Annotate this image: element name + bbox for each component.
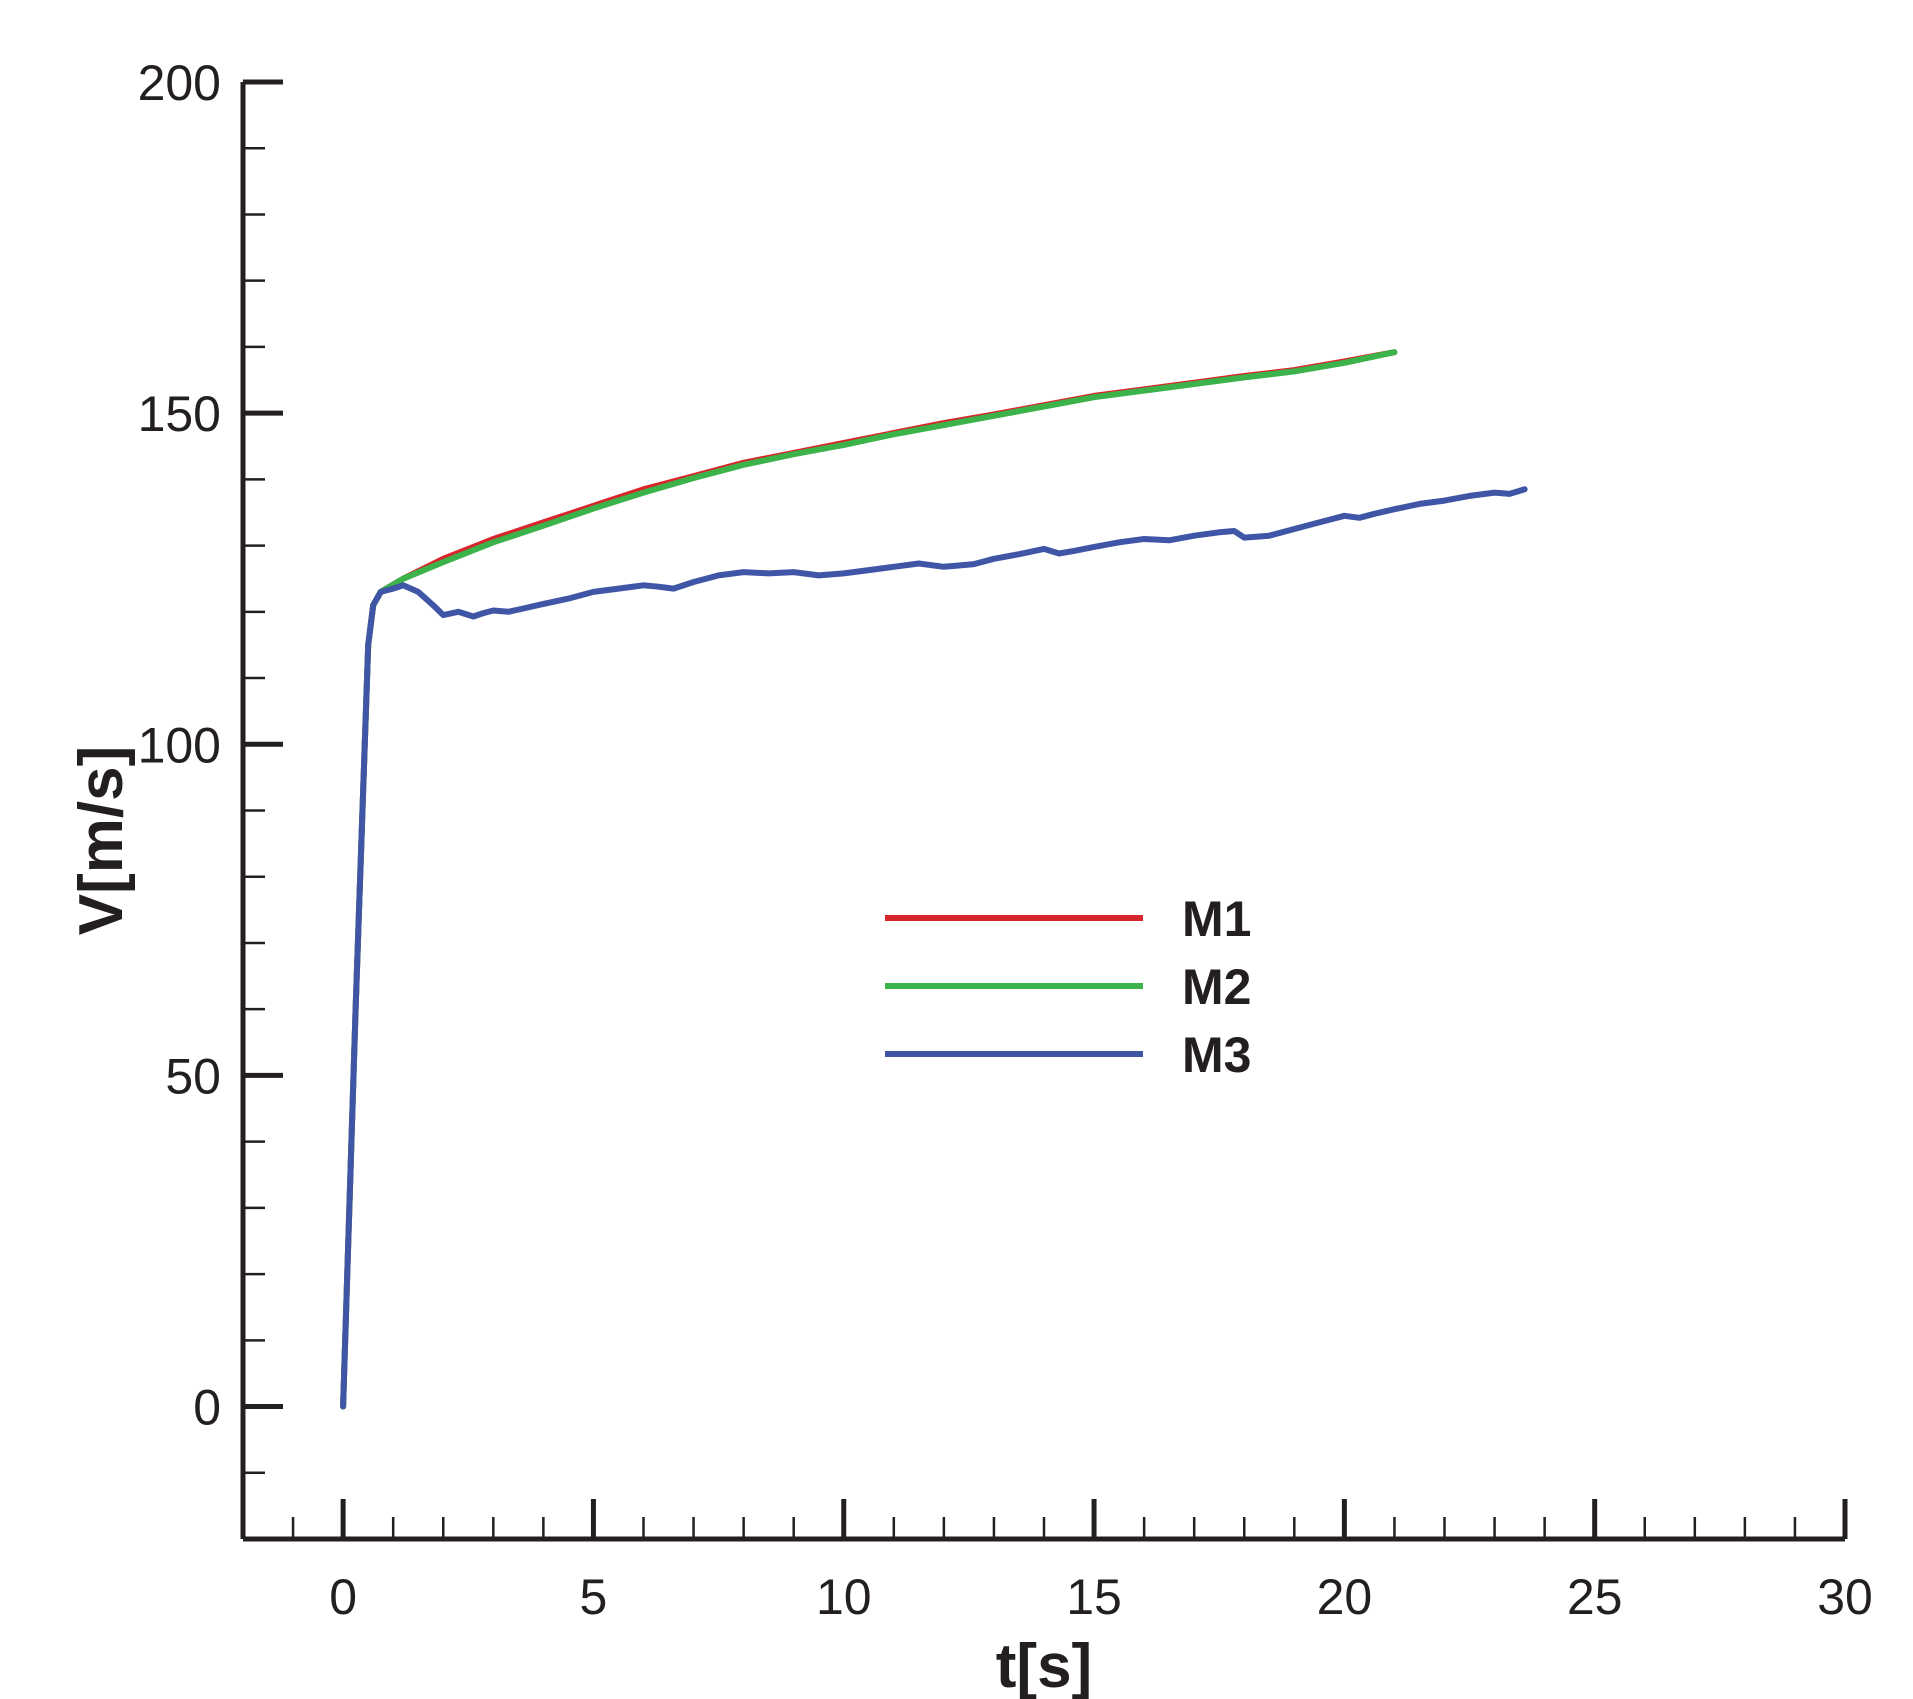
x-tick-label: 30 bbox=[1817, 1569, 1873, 1625]
y-tick-label: 200 bbox=[138, 55, 221, 111]
series-line-m1 bbox=[340, 349, 1398, 1410]
x-tick-label: 10 bbox=[816, 1569, 872, 1625]
series-line-m3 bbox=[340, 486, 1528, 1410]
x-tick-label: 0 bbox=[329, 1569, 357, 1625]
x-axis-title: t[s] bbox=[996, 1632, 1092, 1699]
y-tick-label: 100 bbox=[138, 717, 221, 773]
legend-label-m1: M1 bbox=[1182, 891, 1251, 947]
ticks: 0 5 10 15 20 25 30 0 50 100 150 200 bbox=[138, 55, 1873, 1625]
y-tick-label: 0 bbox=[193, 1380, 221, 1436]
series-layer bbox=[340, 349, 1528, 1410]
x-tick-label: 5 bbox=[580, 1569, 608, 1625]
series-line-m2 bbox=[340, 349, 1398, 1410]
x-tick-label: 25 bbox=[1567, 1569, 1623, 1625]
y-axis-title: V[m/s] bbox=[67, 746, 136, 935]
x-tick-label: 15 bbox=[1066, 1569, 1122, 1625]
x-tick-label: 20 bbox=[1317, 1569, 1373, 1625]
y-tick-label: 50 bbox=[165, 1048, 221, 1104]
y-tick-label: 150 bbox=[138, 386, 221, 442]
legend: M1 M2 M3 bbox=[885, 891, 1251, 1083]
legend-label-m3: M3 bbox=[1182, 1027, 1251, 1083]
legend-label-m2: M2 bbox=[1182, 959, 1251, 1015]
axes bbox=[240, 82, 1845, 1542]
